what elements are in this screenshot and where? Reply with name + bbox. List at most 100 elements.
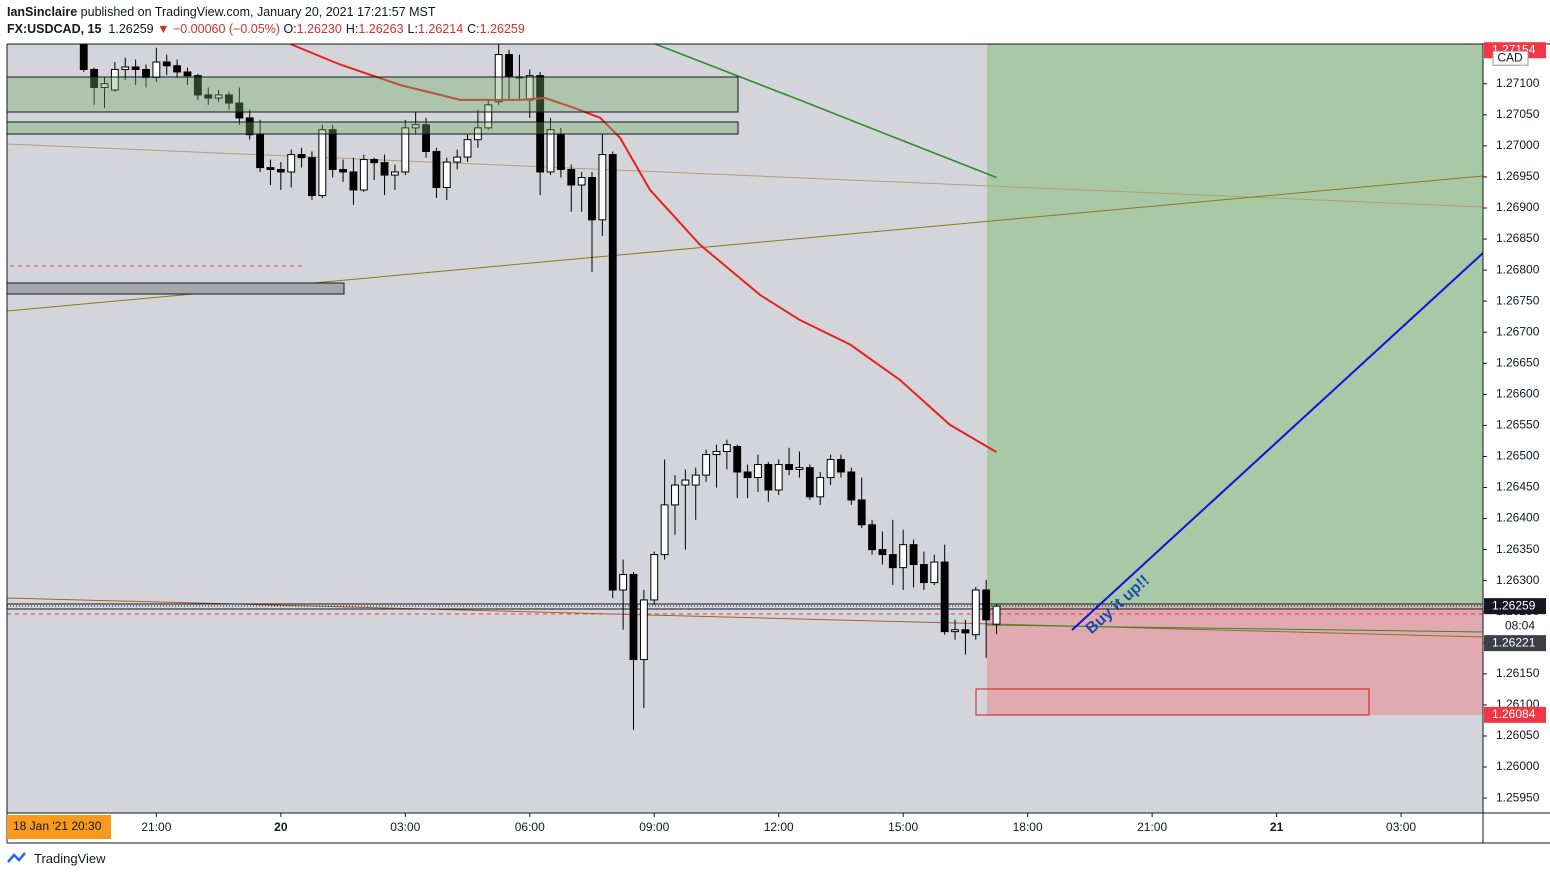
candle-body: [608, 154, 617, 591]
candle-body: [546, 129, 555, 173]
y-tick-label: 1.26300: [1496, 573, 1540, 587]
x-tick-label: 12:00: [764, 820, 794, 834]
candle-body: [619, 573, 628, 591]
ohlc-label: H:: [345, 22, 359, 36]
moving-average: [654, 44, 997, 179]
candle-body: [847, 471, 856, 501]
candle-body: [79, 44, 88, 70]
x-tick-label: 09:00: [639, 820, 669, 834]
price-tag: [1484, 598, 1546, 615]
ohlc-value: 1.26259: [479, 22, 525, 36]
zone-box: [7, 121, 739, 135]
price-tag-label: 1.26259: [1492, 598, 1536, 612]
candle-body: [629, 573, 638, 661]
y-tick-label: 1.26650: [1496, 355, 1540, 369]
y-tick-label: 1.27050: [1496, 107, 1540, 121]
candle-body: [795, 467, 804, 470]
candle-body: [349, 171, 358, 191]
candle-body: [868, 524, 876, 551]
candle-body: [712, 450, 721, 456]
candle-body: [598, 154, 607, 221]
x-tick-label: 20: [274, 820, 288, 834]
price-tag: [1484, 635, 1546, 652]
moving-average: [289, 44, 998, 453]
candle-body: [971, 589, 980, 636]
candle-body: [650, 554, 659, 601]
candle-body: [494, 54, 503, 103]
y-tick-label: 1.26750: [1496, 293, 1540, 307]
currency-box: [1492, 50, 1529, 66]
candle-body: [722, 444, 731, 452]
candle-body: [857, 499, 866, 526]
drawings: [7, 44, 1483, 716]
brand: TradingView: [34, 850, 106, 866]
candle-body: [245, 117, 254, 136]
candle-body: [588, 177, 596, 221]
countdown: 08:04: [1505, 618, 1535, 632]
candle-body: [422, 124, 430, 152]
candle-body: [463, 139, 472, 158]
candle-body: [401, 127, 410, 173]
candle-body: [930, 561, 939, 584]
symbol: FX:USDCAD, 15: [7, 22, 102, 36]
candle-body: [204, 94, 213, 99]
logo: [7, 852, 26, 863]
candle-body: [131, 66, 140, 70]
trendline: [7, 143, 1483, 208]
axes: 1.27100 1.27050 1.27000 1.26950 1.26900 1.268…: [141, 42, 1546, 834]
candle-body: [256, 134, 265, 169]
candle-body: [982, 589, 991, 621]
candle-body: [888, 554, 897, 569]
y-tick-label: 1.26150: [1496, 666, 1540, 680]
candle-body: [805, 467, 814, 498]
candle-body: [878, 549, 887, 556]
candle-body: [681, 479, 690, 486]
candle-body: [297, 154, 306, 159]
candle-body: [826, 459, 835, 479]
candle-body: [639, 599, 648, 661]
y-tick-label: 1.26050: [1496, 728, 1540, 742]
candles: [79, 44, 1001, 730]
zone-box: [7, 282, 345, 295]
candle-body: [505, 54, 513, 78]
y-tick-label: 1.25950: [1496, 790, 1540, 804]
candle-body: [660, 504, 669, 556]
candle-body: [484, 104, 493, 129]
y-tick-label: 1.26850: [1496, 231, 1540, 245]
y-tick-label: 1.26000: [1496, 759, 1540, 773]
arrow-line: [1071, 252, 1483, 631]
candle-body: [909, 544, 918, 566]
last-price: 1.26259: [108, 22, 154, 36]
publish-line: IanSinclaire published on TradingView.co…: [7, 5, 436, 19]
zone-box: [7, 76, 739, 113]
published: published on TradingView.com, January 20…: [80, 5, 436, 19]
x-tick-label: 21:00: [1137, 820, 1167, 834]
candle-body: [899, 544, 908, 569]
candle-body: [951, 629, 959, 633]
candle-body: [567, 168, 576, 186]
price-tag: [1484, 706, 1546, 723]
date-label-box: [7, 815, 111, 839]
candle-body: [702, 454, 711, 476]
trendline: [986, 624, 1483, 633]
candle-body: [90, 68, 99, 88]
candle-body: [764, 464, 773, 491]
y-tick-label: 1.27000: [1496, 138, 1540, 152]
candle-body: [920, 564, 928, 584]
candle-body: [940, 561, 949, 633]
stop-zone: [987, 606, 1483, 715]
x-tick-label: 06:00: [515, 820, 545, 834]
change: ▼ −0.00060 (−0.05%): [157, 22, 280, 36]
candle-body: [536, 75, 545, 173]
zone-box: [975, 688, 1370, 716]
price-tag-label: 1.26221: [1492, 635, 1536, 649]
ohlc-value: 1.26230: [296, 22, 342, 36]
y-tick-label: 1.26700: [1496, 324, 1540, 338]
candle-body: [110, 68, 119, 91]
countdown-box: [1484, 618, 1546, 635]
x-tick-label: 21: [1270, 820, 1284, 834]
y-tick-label: 1.26500: [1496, 449, 1540, 463]
ohlc-label: O:: [283, 22, 297, 36]
candle-body: [961, 629, 970, 634]
